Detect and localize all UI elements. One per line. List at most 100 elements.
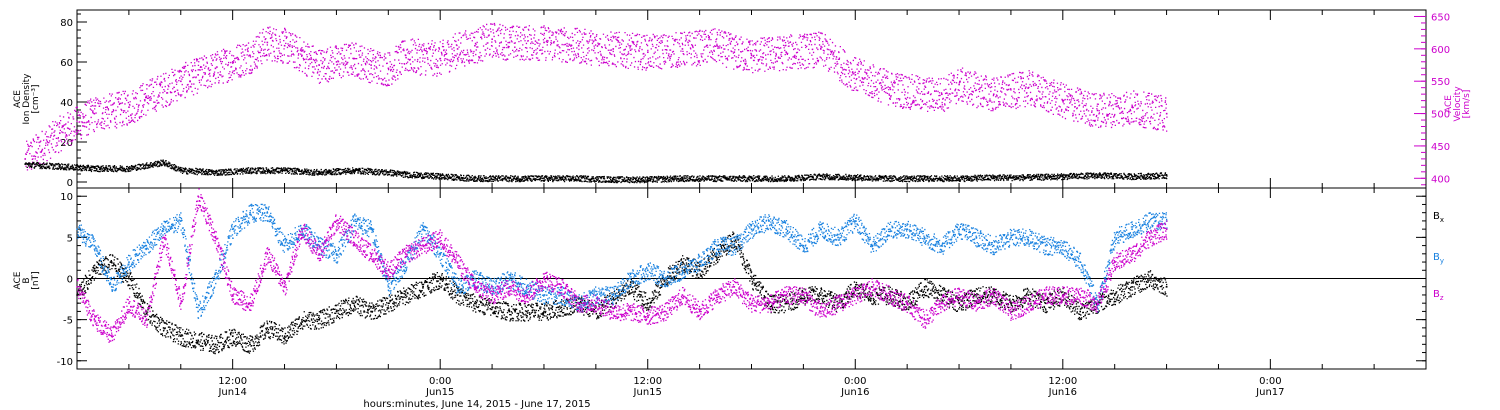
bz-series-point (560, 286, 563, 288)
bz-series-point (1165, 228, 1168, 231)
velocity-series-point (647, 51, 649, 53)
density-series-point (577, 177, 580, 179)
bz-series-point (128, 302, 130, 305)
bx-series-point (508, 310, 511, 313)
bx-series-point (1131, 286, 1133, 288)
bz-series-point (992, 294, 995, 296)
by-series-point (439, 253, 442, 255)
by-series-point (335, 253, 338, 255)
bx-series-point (231, 335, 234, 337)
by-series-point (404, 261, 407, 263)
bx-series-point (439, 277, 442, 280)
x-tick-date-label: Jun15 (633, 387, 662, 398)
bz-series-point (733, 286, 736, 288)
bz-series-point (750, 302, 753, 305)
by-series-point (456, 286, 459, 288)
bx-series-point (353, 302, 355, 305)
bz-series-point (802, 294, 805, 296)
by-series-point (854, 220, 857, 222)
bz-series-point (698, 310, 701, 313)
bx-series-point (1010, 302, 1012, 305)
right-y-axis-title: [km/s] (1462, 90, 1472, 119)
by-series-point (889, 228, 891, 231)
bz-series-point (664, 310, 666, 313)
bx-series-point (128, 277, 130, 280)
by-series-point (214, 277, 217, 280)
bx-series-point (525, 310, 528, 313)
velocity-series-point (387, 67, 390, 70)
by-series-point (1044, 244, 1047, 247)
density-series-point (716, 177, 718, 179)
by-series-point (197, 310, 199, 313)
velocity-series-point (958, 83, 960, 86)
density-series-point (1165, 174, 1168, 176)
velocity-series-point (612, 48, 615, 50)
by-series-dots (77, 203, 1168, 319)
bz-series-point (145, 318, 148, 321)
density-series-point (612, 178, 615, 180)
velocity-series-point (474, 44, 476, 47)
x-tick-date-label: Jun17 (1255, 387, 1284, 398)
density-series-point (1062, 175, 1064, 177)
bx-series-point (404, 294, 407, 296)
by-series-point (231, 228, 234, 231)
bz-series-point (595, 302, 597, 305)
bx-series-point (1079, 310, 1082, 313)
velocity-series-point (439, 57, 442, 60)
density-series-point (647, 178, 649, 180)
bz-series-point (439, 236, 442, 239)
velocity-series-point (923, 93, 926, 96)
bx-series-point (76, 294, 78, 296)
density-series-point (439, 175, 442, 177)
velocity-series-point (733, 51, 736, 53)
bx-series-point (456, 294, 459, 296)
bx-series-point (785, 302, 787, 305)
bz-series-point (180, 302, 182, 305)
x-tick-date-label: Jun16 (1048, 387, 1077, 398)
bx-series-point (422, 286, 424, 288)
bx-series-point (1027, 294, 1030, 296)
density-series-point (93, 167, 96, 169)
velocity-series-point (854, 74, 857, 76)
right-y-tick-label: 400 (1431, 174, 1450, 185)
by-series-point (958, 228, 960, 231)
by-series-point (249, 211, 251, 214)
velocity-series-point (318, 64, 321, 66)
density-series-point (543, 177, 545, 179)
bx-series-point (543, 310, 545, 313)
density-series-point (1131, 175, 1133, 177)
b-y-axis-title: ACE (13, 271, 23, 289)
by-series-point (906, 228, 909, 231)
bx-series-point (474, 302, 476, 305)
bz-series-point (387, 269, 390, 272)
density-series-point (923, 177, 926, 179)
bx-series-point (197, 339, 199, 342)
bz-series-point (508, 286, 511, 288)
velocity-series-point (716, 44, 718, 47)
bx-series-point (1165, 286, 1168, 288)
bx-series-point (162, 327, 165, 329)
bx-series-point (1148, 277, 1151, 280)
by-series-point (525, 286, 528, 288)
bz-series-point (889, 294, 891, 296)
bz-series-point (543, 277, 545, 280)
bz-series-point (923, 318, 926, 321)
bz-series-point (491, 294, 493, 296)
by-series-point (664, 277, 666, 280)
density-series-point (283, 169, 286, 171)
bz-series-point (318, 253, 321, 255)
bx-series-point (266, 327, 269, 329)
velocity-series-point (404, 54, 407, 57)
by-series-point (162, 228, 165, 231)
by-series-point (76, 228, 78, 231)
velocity-series-point (353, 57, 355, 60)
by-series-point (612, 294, 615, 296)
velocity-series-point (889, 86, 891, 89)
velocity-series-point (941, 93, 943, 96)
by-series-point (681, 269, 684, 272)
bz-series-point (785, 294, 787, 296)
by-series-point (923, 236, 926, 239)
right-y-tick-label: 450 (1431, 142, 1450, 153)
velocity-series-point (301, 54, 303, 57)
